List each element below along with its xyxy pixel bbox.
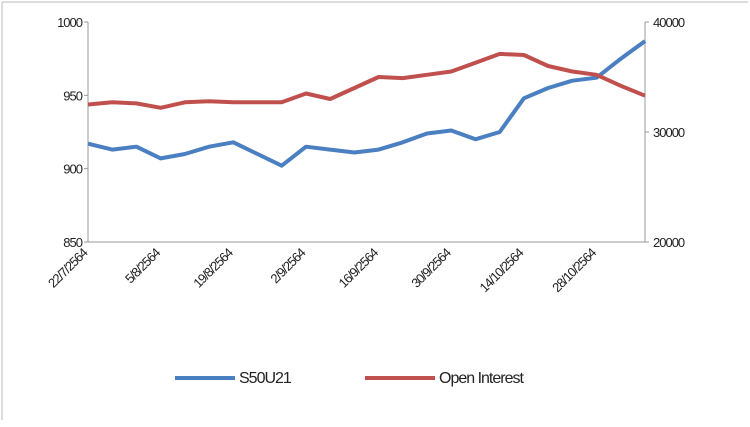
x-tick-label: 5/8/2564 <box>122 245 163 286</box>
x-tick-label: 14/10/2564 <box>476 245 526 295</box>
x-tick-label: 30/9/2564 <box>408 245 454 291</box>
series-line <box>87 51 646 110</box>
y-tick-label: 850 <box>63 235 82 250</box>
y2-tick-label: 20000 <box>653 235 685 250</box>
y-tick-label: 1000 <box>57 15 83 30</box>
x-tick-label: 19/8/2564 <box>190 245 236 291</box>
y-tick-label: 900 <box>63 162 82 177</box>
x-tick-label: 16/9/2564 <box>336 245 382 291</box>
x-tick-label: 2/9/2564 <box>267 245 308 286</box>
legend-label: Open Interest <box>439 370 525 387</box>
x-tick-label: 22/7/2564 <box>45 245 91 291</box>
y2-tick-label: 30000 <box>653 125 685 140</box>
y2-tick-label: 40000 <box>653 15 685 30</box>
legend-label: S50U21 <box>239 370 292 387</box>
series-line <box>87 39 647 168</box>
y-tick-label: 950 <box>63 88 82 103</box>
x-tick-label: 28/10/2564 <box>549 245 599 295</box>
